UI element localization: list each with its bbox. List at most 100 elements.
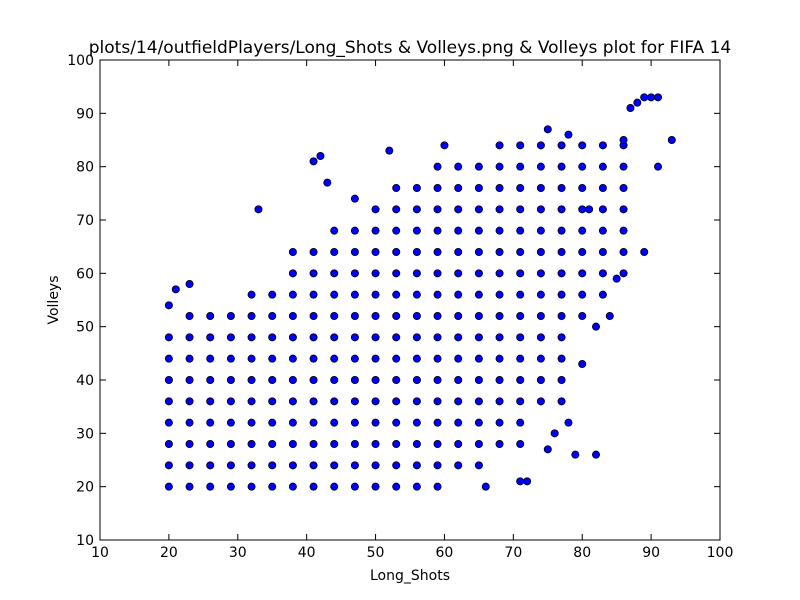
point [433,290,442,299]
point [412,226,421,235]
point [164,354,173,363]
point [578,205,587,214]
point [495,183,504,192]
point [516,141,525,150]
point [433,461,442,470]
point [392,482,401,491]
point [454,333,463,342]
x-tick-label: 30 [229,545,247,561]
point [247,290,256,299]
point [516,375,525,384]
point [454,311,463,320]
point [454,226,463,235]
point [516,477,525,486]
point [226,439,235,448]
point [598,226,607,235]
point [412,354,421,363]
point [412,247,421,256]
point [206,482,215,491]
point [392,354,401,363]
point [330,269,339,278]
point [309,397,318,406]
point [536,183,545,192]
point [226,354,235,363]
point [536,333,545,342]
point [288,333,297,342]
point [309,418,318,427]
point [495,375,504,384]
point [557,311,566,320]
point [268,439,277,448]
point [371,226,380,235]
point [557,247,566,256]
point [578,247,587,256]
point [667,135,676,144]
x-axis-label: Long_Shots [370,568,450,584]
point [412,205,421,214]
point [536,247,545,256]
point [578,311,587,320]
point [268,311,277,320]
point [495,205,504,214]
point [557,333,566,342]
point [412,439,421,448]
point [412,461,421,470]
point [385,146,394,155]
point [392,397,401,406]
point [330,375,339,384]
point [288,482,297,491]
point [516,290,525,299]
point [495,397,504,406]
point [516,205,525,214]
point [474,247,483,256]
point [350,354,359,363]
point [412,269,421,278]
point [268,397,277,406]
point [474,354,483,363]
point [474,269,483,278]
point [454,247,463,256]
point [536,162,545,171]
point [254,205,263,214]
point [495,247,504,256]
point [564,130,573,139]
y-tick-label: 80 [76,160,94,176]
point [557,354,566,363]
x-tick-label: 70 [504,545,522,561]
point [640,93,649,102]
point [412,397,421,406]
point [247,311,256,320]
point [433,482,442,491]
point [516,397,525,406]
point [516,269,525,278]
point [647,93,656,102]
point [392,205,401,214]
point [206,397,215,406]
point [392,247,401,256]
y-tick-label: 10 [76,533,94,549]
point [557,183,566,192]
point [433,311,442,320]
point [454,461,463,470]
point [268,375,277,384]
point [598,269,607,278]
point [516,247,525,256]
point [350,194,359,203]
point [495,311,504,320]
point [598,162,607,171]
y-tick-label: 90 [76,106,94,122]
point [164,439,173,448]
point [164,333,173,342]
point [288,375,297,384]
point [371,247,380,256]
point [392,439,401,448]
point [516,183,525,192]
point [185,482,194,491]
point [495,290,504,299]
point [474,461,483,470]
point [185,279,194,288]
point [605,311,614,320]
point [330,311,339,320]
point [288,461,297,470]
